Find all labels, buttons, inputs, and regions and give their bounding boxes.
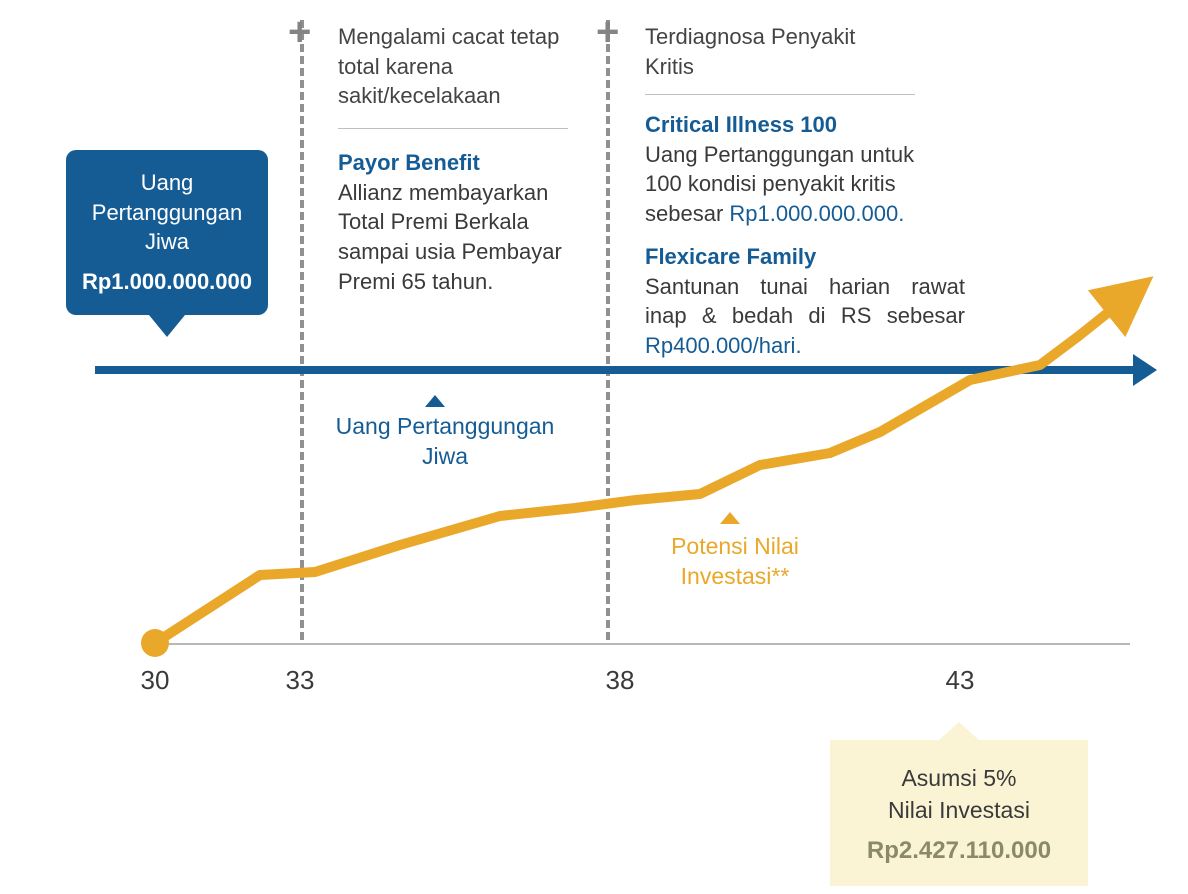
assumption-box: Asumsi 5% Nilai Investasi Rp2.427.110.00… [830,740,1088,886]
coverage-bubble-line1: Uang [80,168,254,198]
benefit-ci100-title: Critical Illness 100 [645,110,955,140]
plus-icon: + [596,10,619,55]
benefit-flexicare-title: Flexicare Family [645,242,965,272]
marker-blue-icon [425,395,445,407]
start-dot-icon [141,629,169,657]
benefit-flexicare-amount: Rp400.000/hari. [645,333,802,358]
baseline-line [155,643,1130,645]
timeline-arrow-icon [1133,354,1157,386]
benefit-ci100-body: Uang Pertanggungan untuk 100 kondisi pen… [645,140,955,229]
benefit-flexicare-body-text: Santunan tunai harian rawat inap & bedah… [645,274,965,329]
plus-icon: + [288,10,311,55]
xtick-43: 43 [946,665,975,696]
uang-pertanggungan-jiwa-label: Uang Pertanggungan Jiwa [330,412,560,472]
benefit-flexicare: Flexicare Family Santunan tunai harian r… [645,242,965,361]
benefit-payor-title: Payor Benefit [338,148,588,178]
coverage-bubble: Uang Pertanggungan Jiwa Rp1.000.000.000 [66,150,268,315]
xtick-30: 30 [141,665,170,696]
benefit-flexicare-body: Santunan tunai harian rawat inap & bedah… [645,272,965,361]
timeline-line [95,366,1135,374]
marker-orange-icon [720,512,740,524]
dashed-vertical-line-2 [606,20,610,640]
event-disability-text: Mengalami cacat tetap total karena sakit… [338,22,568,111]
coverage-bubble-amount: Rp1.000.000.000 [80,267,254,297]
assumption-line1: Asumsi 5% [850,762,1068,794]
event-rule-2 [645,94,915,95]
benefit-payor-body: Allianz membayarkan Total Premi Berkala … [338,178,588,297]
potensi-nilai-investasi-label: Potensi Nilai Investasi** [650,532,820,592]
benefit-payor: Payor Benefit Allianz membayarkan Total … [338,148,588,296]
xtick-38: 38 [606,665,635,696]
coverage-bubble-line3: Jiwa [80,227,254,257]
assumption-line2: Nilai Investasi [850,794,1068,826]
dashed-vertical-line-1 [300,20,304,640]
benefit-ci100-amount: Rp1.000.000.000. [729,201,904,226]
event-critical-text: Terdiagnosa Penyakit Kritis [645,22,885,81]
xtick-33: 33 [286,665,315,696]
benefit-ci100: Critical Illness 100 Uang Pertanggungan … [645,110,955,229]
coverage-bubble-line2: Pertanggungan [80,198,254,228]
assumption-amount: Rp2.427.110.000 [850,834,1068,868]
event-rule-1 [338,128,568,129]
